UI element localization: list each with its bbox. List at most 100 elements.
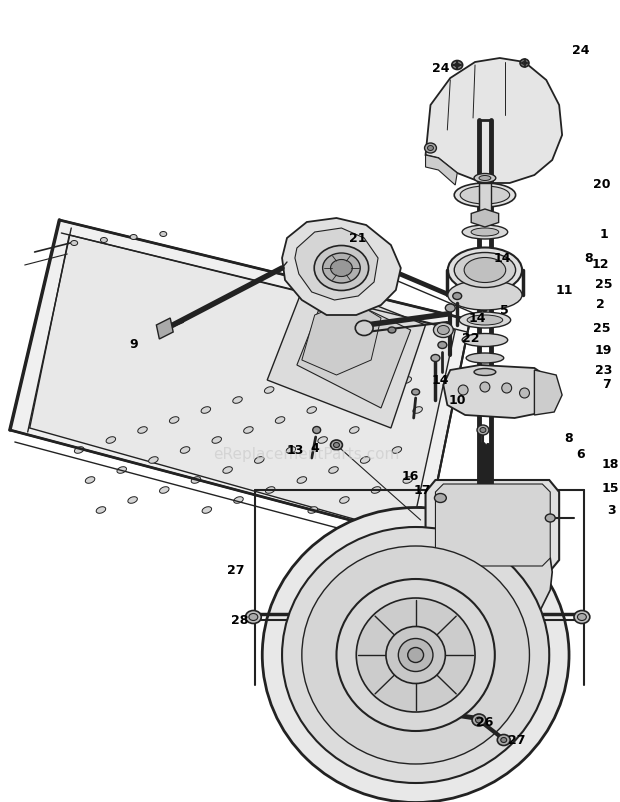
- Ellipse shape: [312, 427, 321, 434]
- Ellipse shape: [413, 407, 422, 413]
- Circle shape: [458, 385, 468, 395]
- Ellipse shape: [425, 143, 436, 153]
- Text: 28: 28: [231, 614, 248, 626]
- Ellipse shape: [334, 443, 339, 448]
- Ellipse shape: [339, 397, 348, 403]
- Ellipse shape: [388, 327, 396, 333]
- Text: eReplacementParts.com: eReplacementParts.com: [214, 448, 400, 463]
- Ellipse shape: [337, 579, 495, 731]
- Ellipse shape: [202, 507, 211, 513]
- Ellipse shape: [265, 487, 275, 493]
- Ellipse shape: [414, 507, 423, 513]
- Ellipse shape: [546, 514, 555, 522]
- Ellipse shape: [438, 342, 447, 349]
- Ellipse shape: [435, 493, 446, 503]
- Text: 27: 27: [227, 564, 244, 577]
- Ellipse shape: [577, 614, 587, 621]
- Text: 1: 1: [600, 229, 608, 241]
- Ellipse shape: [479, 176, 491, 180]
- Ellipse shape: [71, 241, 78, 245]
- Ellipse shape: [160, 232, 167, 237]
- Polygon shape: [534, 370, 562, 415]
- Ellipse shape: [255, 456, 264, 464]
- Text: 24: 24: [572, 43, 590, 56]
- Ellipse shape: [433, 322, 453, 338]
- Ellipse shape: [128, 496, 138, 504]
- Ellipse shape: [249, 614, 258, 621]
- Polygon shape: [471, 209, 498, 227]
- Polygon shape: [295, 228, 378, 300]
- Ellipse shape: [471, 228, 498, 236]
- Ellipse shape: [355, 321, 373, 335]
- Ellipse shape: [454, 183, 516, 207]
- Circle shape: [502, 383, 512, 393]
- Ellipse shape: [307, 407, 316, 413]
- Text: 16: 16: [402, 469, 419, 483]
- Ellipse shape: [431, 354, 440, 362]
- Text: 22: 22: [463, 331, 480, 345]
- Ellipse shape: [96, 507, 105, 513]
- Ellipse shape: [318, 437, 327, 444]
- Text: 13: 13: [286, 444, 304, 456]
- Ellipse shape: [474, 368, 496, 375]
- Text: 21: 21: [350, 232, 367, 245]
- Ellipse shape: [466, 353, 503, 363]
- Ellipse shape: [296, 377, 306, 383]
- Text: 26: 26: [476, 715, 494, 728]
- Ellipse shape: [159, 487, 169, 493]
- Circle shape: [480, 382, 490, 392]
- Ellipse shape: [408, 647, 423, 662]
- Ellipse shape: [477, 425, 489, 435]
- Ellipse shape: [445, 304, 455, 312]
- Ellipse shape: [232, 397, 242, 403]
- Ellipse shape: [339, 334, 354, 346]
- Polygon shape: [425, 480, 559, 572]
- Ellipse shape: [462, 334, 508, 346]
- Ellipse shape: [448, 248, 522, 293]
- Text: 12: 12: [592, 258, 609, 272]
- Ellipse shape: [149, 456, 158, 464]
- Ellipse shape: [476, 717, 482, 723]
- Text: 3: 3: [607, 504, 616, 516]
- Polygon shape: [435, 484, 550, 566]
- Text: 7: 7: [602, 379, 611, 391]
- Text: 18: 18: [602, 459, 619, 472]
- Ellipse shape: [472, 714, 486, 726]
- Ellipse shape: [360, 357, 369, 363]
- Ellipse shape: [297, 476, 307, 484]
- Ellipse shape: [330, 260, 352, 277]
- Ellipse shape: [381, 417, 391, 423]
- Ellipse shape: [130, 234, 137, 240]
- Ellipse shape: [286, 447, 296, 453]
- Ellipse shape: [474, 173, 496, 183]
- Ellipse shape: [138, 427, 148, 433]
- Text: 8: 8: [585, 252, 593, 265]
- Ellipse shape: [497, 735, 510, 746]
- Text: 8: 8: [565, 431, 574, 444]
- Ellipse shape: [412, 389, 420, 395]
- Text: 20: 20: [593, 179, 611, 192]
- Ellipse shape: [403, 476, 412, 484]
- Polygon shape: [425, 58, 562, 183]
- Text: 27: 27: [508, 734, 525, 747]
- Ellipse shape: [334, 330, 360, 350]
- Circle shape: [520, 388, 529, 398]
- Ellipse shape: [169, 417, 179, 423]
- Ellipse shape: [262, 508, 569, 802]
- Text: 15: 15: [602, 481, 619, 495]
- Text: 24: 24: [432, 62, 449, 75]
- Ellipse shape: [370, 387, 380, 393]
- Ellipse shape: [454, 253, 516, 287]
- Ellipse shape: [462, 225, 508, 239]
- Polygon shape: [156, 318, 173, 339]
- Ellipse shape: [212, 437, 221, 444]
- Ellipse shape: [329, 467, 339, 473]
- Ellipse shape: [464, 257, 506, 282]
- Ellipse shape: [520, 59, 529, 67]
- Polygon shape: [443, 365, 552, 418]
- Text: 6: 6: [577, 448, 585, 461]
- Ellipse shape: [302, 546, 529, 764]
- Ellipse shape: [398, 638, 433, 671]
- Ellipse shape: [460, 186, 510, 204]
- Bar: [479, 183, 491, 211]
